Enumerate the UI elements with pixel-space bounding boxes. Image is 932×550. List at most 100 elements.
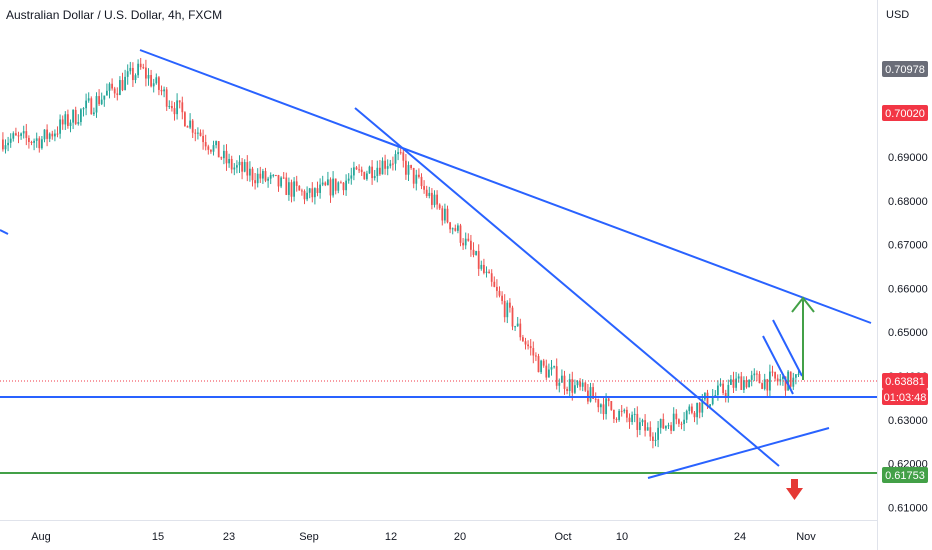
candle — [194, 129, 197, 142]
candle — [191, 119, 194, 139]
price-axis-divider — [877, 0, 878, 550]
candle — [373, 169, 376, 181]
candle — [792, 372, 795, 390]
price-badge: 0.63881 — [882, 373, 928, 389]
candle — [675, 409, 678, 425]
candle — [366, 170, 368, 181]
candle — [207, 144, 210, 155]
candle — [618, 408, 620, 422]
candle — [142, 63, 145, 70]
candle — [379, 159, 381, 176]
candle — [797, 370, 800, 377]
candle — [77, 114, 80, 126]
candle — [636, 406, 639, 438]
candle — [514, 325, 516, 332]
candle — [56, 126, 59, 138]
candle — [480, 260, 483, 271]
svg-text:01:03:48: 01:03:48 — [884, 392, 927, 404]
candle — [436, 190, 438, 210]
candle — [542, 358, 545, 368]
y-tick-label: 0.68000 — [888, 196, 928, 208]
candle — [126, 64, 129, 85]
svg-text:0.70020: 0.70020 — [885, 108, 925, 120]
candle — [100, 92, 103, 106]
arrow-up-target[interactable] — [791, 296, 815, 380]
candle — [108, 82, 111, 99]
candle — [493, 276, 496, 288]
candle — [119, 76, 121, 96]
candle — [394, 150, 397, 171]
candle — [758, 371, 761, 384]
candle — [779, 374, 782, 386]
candle — [181, 96, 184, 120]
candle — [210, 149, 212, 154]
time-axis[interactable]: Aug 15 23 Sep 12 20 Oct 10 24 Nov — [31, 531, 816, 543]
trendline-ascending[interactable] — [647, 427, 830, 479]
candle — [579, 378, 581, 391]
candle — [51, 130, 54, 140]
candle — [334, 178, 337, 195]
candle — [670, 422, 672, 435]
trendline-steep-descending[interactable] — [354, 107, 780, 467]
trendline-left-stub[interactable] — [0, 229, 9, 235]
candle — [285, 172, 288, 196]
candle — [293, 177, 295, 202]
candle — [137, 59, 139, 78]
candle — [384, 154, 386, 175]
candle — [308, 187, 311, 199]
candle — [571, 371, 574, 401]
candle — [327, 171, 329, 186]
candle — [358, 164, 360, 174]
arrow-down-icon[interactable] — [786, 479, 803, 500]
candle — [774, 371, 776, 382]
y-tick-label: 0.67000 — [888, 240, 928, 252]
candle — [269, 172, 272, 185]
candle — [324, 181, 327, 187]
x-tick-label: Oct — [554, 531, 571, 543]
candle — [363, 171, 366, 180]
candle — [381, 157, 384, 175]
candle — [649, 421, 652, 442]
candle — [41, 135, 43, 150]
candle — [454, 224, 457, 232]
candle — [529, 339, 532, 356]
candle — [563, 370, 566, 395]
x-tick-label: Nov — [796, 531, 816, 543]
candle — [540, 359, 542, 375]
candle — [467, 233, 470, 242]
trendline-main-descending[interactable] — [139, 49, 872, 324]
candle — [7, 136, 9, 152]
candle — [418, 168, 420, 179]
candle — [171, 100, 173, 112]
flag-line-lower[interactable] — [762, 335, 794, 395]
candle — [685, 409, 688, 424]
candle — [186, 125, 189, 128]
y-tick-label: 0.69000 — [888, 152, 928, 164]
candle — [584, 381, 587, 392]
candle — [264, 167, 267, 183]
candle — [732, 371, 735, 394]
candle — [158, 75, 160, 96]
candle — [415, 169, 418, 191]
flag-line-upper[interactable] — [772, 319, 803, 377]
candle — [506, 300, 509, 324]
candle — [69, 119, 72, 133]
candle — [498, 286, 501, 298]
candle — [730, 375, 732, 385]
candle — [275, 174, 277, 177]
candle — [80, 108, 82, 126]
candle — [425, 185, 428, 198]
candle — [446, 205, 449, 224]
candle — [280, 176, 282, 189]
candle — [477, 244, 480, 276]
y-tick-label: 0.63000 — [888, 415, 928, 427]
price-axis[interactable]: 0.610000.620000.630000.640000.650000.660… — [882, 61, 928, 514]
candle — [168, 100, 171, 109]
candle — [217, 141, 220, 158]
candle — [657, 421, 659, 448]
drawings — [0, 49, 877, 500]
candle — [550, 359, 553, 376]
candle — [103, 95, 106, 107]
candle — [451, 227, 454, 235]
